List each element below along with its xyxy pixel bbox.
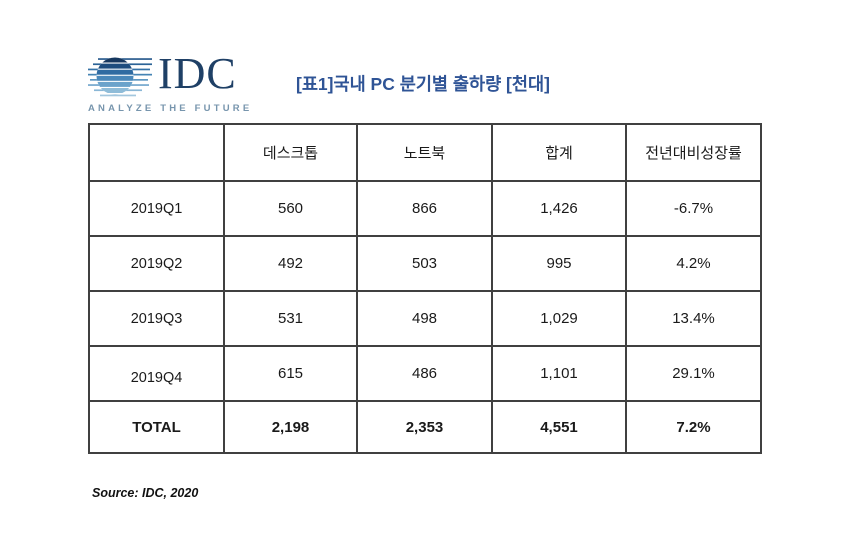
table-cell: 531 [223, 290, 358, 347]
col-header-desktop: 데스크톱 [223, 123, 358, 182]
table-cell: 866 [356, 180, 493, 237]
row-label: 2019Q2 [88, 235, 225, 292]
idc-globe-icon [88, 57, 152, 97]
table-cell: 995 [491, 235, 627, 292]
table-cell: 486 [356, 345, 493, 402]
col-header-yoy-growth: 전년대비성장률 [625, 123, 762, 182]
table-cell: 1,029 [491, 290, 627, 347]
table-cell: 1,426 [491, 180, 627, 237]
col-header-notebook: 노트북 [356, 123, 493, 182]
table-cell: 29.1% [625, 345, 762, 402]
table-cell: 503 [356, 235, 493, 292]
idc-logo-tagline: ANALYZE THE FUTURE [88, 103, 253, 114]
table-cell: 492 [223, 235, 358, 292]
table-cell: 4.2% [625, 235, 762, 292]
row-label: 2019Q1 [88, 180, 225, 237]
table-row-2019q2: 2019Q2 492 503 995 4.2% [88, 235, 762, 292]
source-note: Source: IDC, 2020 [92, 486, 199, 500]
table-row-2019q1: 2019Q1 560 866 1,426 -6.7% [88, 180, 762, 237]
table-row-2019q3: 2019Q3 531 498 1,029 13.4% [88, 290, 762, 347]
table-cell: 4,551 [491, 400, 627, 454]
table-cell: 498 [356, 290, 493, 347]
table-cell: 13.4% [625, 290, 762, 347]
table-cell: 2,353 [356, 400, 493, 454]
idc-logo-text: IDC [158, 49, 237, 98]
table-title: [표1]국내 PC 분기별 출하량 [천대] [296, 74, 550, 94]
table-cell: -6.7% [625, 180, 762, 237]
table-cell: 560 [223, 180, 358, 237]
table-cell: 615 [223, 345, 358, 402]
table-cell: 1,101 [491, 345, 627, 402]
table-cell: 7.2% [625, 400, 762, 454]
row-label: 2019Q4 [88, 345, 225, 402]
table-row-2019q4: 2019Q4 615 486 1,101 29.1% [88, 345, 762, 402]
table-header-row: 데스크톱 노트북 합계 전년대비성장률 [88, 123, 762, 182]
row-label: 2019Q3 [88, 290, 225, 347]
pc-shipment-table: 데스크톱 노트북 합계 전년대비성장률 2019Q1 560 866 1,426… [88, 123, 762, 454]
col-header-total: 합계 [491, 123, 627, 182]
table-cell: 2,198 [223, 400, 358, 454]
row-label: TOTAL [88, 400, 225, 454]
idc-logo: IDC ANALYZE THE FUTURE [88, 49, 253, 114]
table-row-total: TOTAL 2,198 2,353 4,551 7.2% [88, 400, 762, 454]
col-header-blank [88, 123, 225, 182]
